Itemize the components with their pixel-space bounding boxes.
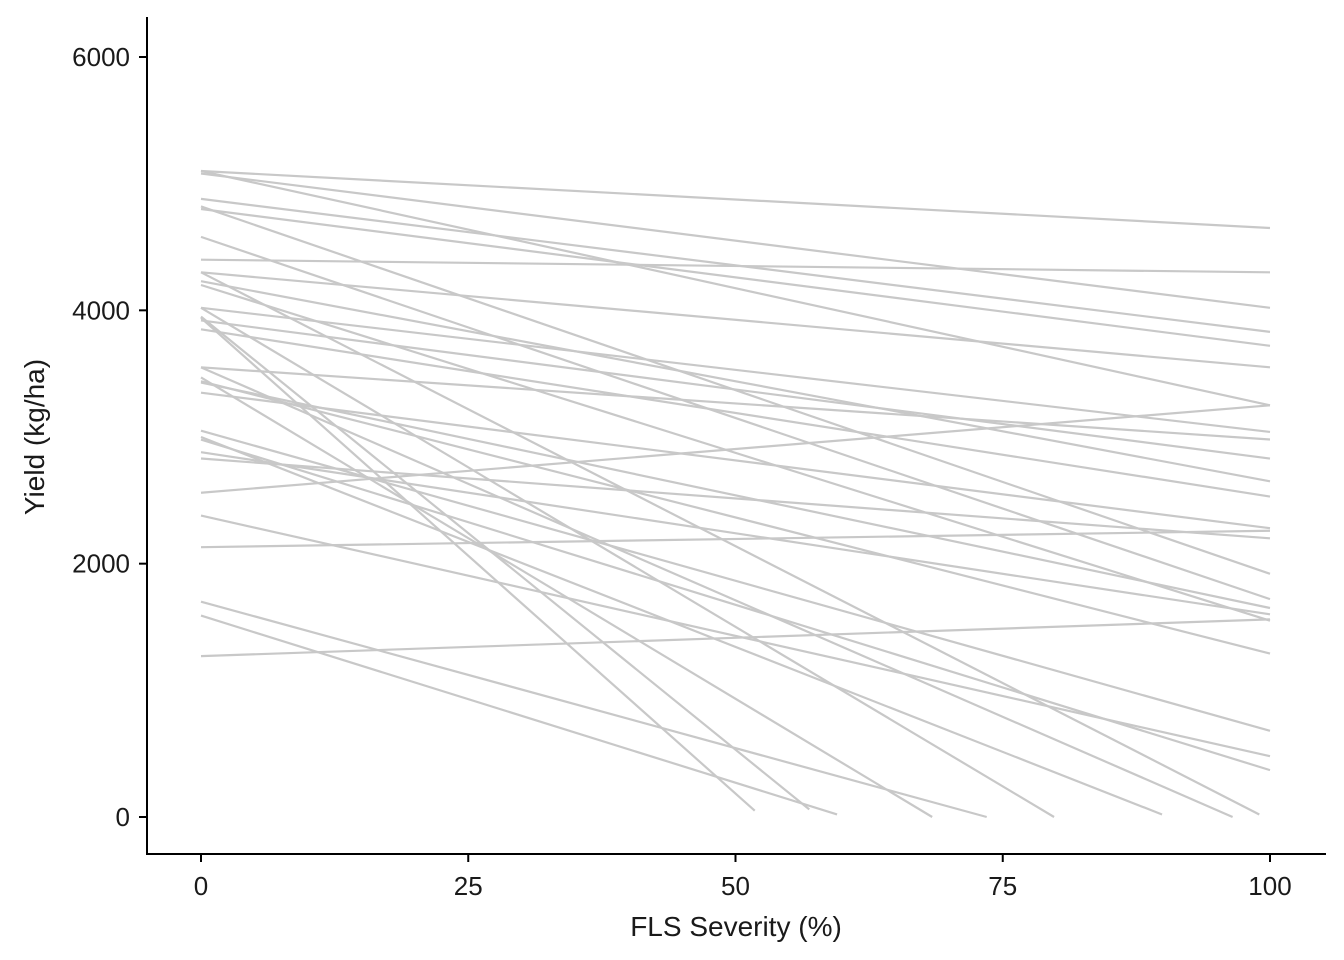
x-tick-label: 25 [454, 871, 483, 901]
series-layer [200, 169, 1271, 819]
series-line [200, 366, 1271, 441]
series-line [200, 376, 933, 818]
series-line [200, 207, 1271, 347]
series-line [200, 600, 988, 819]
x-tick-label: 100 [1248, 871, 1291, 901]
series-line [200, 280, 1271, 483]
series-line [200, 366, 1234, 819]
series-line [200, 172, 1271, 309]
series-line [200, 306, 1271, 434]
series-line [200, 306, 1055, 818]
series-line [200, 429, 1271, 732]
series-line [200, 271, 1260, 816]
series-line [200, 205, 1271, 575]
x-tick-label: 75 [988, 871, 1017, 901]
series-line [200, 197, 1271, 333]
series-line [200, 451, 1271, 616]
series-line [200, 381, 1271, 610]
y-tick-label: 6000 [72, 42, 130, 72]
series-line [200, 169, 1271, 407]
y-axis-title: Yield (kg/ha) [19, 359, 50, 515]
series-line [200, 169, 1271, 230]
y-ticks: 0 2000 4000 6000 [72, 42, 147, 832]
series-line [200, 380, 1271, 655]
series-line [200, 457, 1271, 540]
series-line [200, 614, 838, 816]
series-line [200, 283, 1271, 622]
series-line [200, 435, 1163, 816]
x-tick-label: 50 [721, 871, 750, 901]
series-line [200, 529, 1271, 549]
x-tick-label: 0 [194, 871, 208, 901]
y-tick-label: 4000 [72, 295, 130, 325]
series-line [200, 235, 1271, 601]
series-line [200, 328, 1271, 498]
series-line [200, 317, 756, 812]
series-line [200, 315, 810, 811]
series-line [200, 438, 1271, 772]
series-line [200, 271, 1271, 369]
y-tick-label: 0 [116, 802, 130, 832]
y-tick-label: 2000 [72, 549, 130, 579]
series-line [200, 618, 1271, 658]
x-ticks: 0 25 50 75 100 [194, 854, 1292, 901]
x-axis-title: FLS Severity (%) [630, 911, 842, 942]
